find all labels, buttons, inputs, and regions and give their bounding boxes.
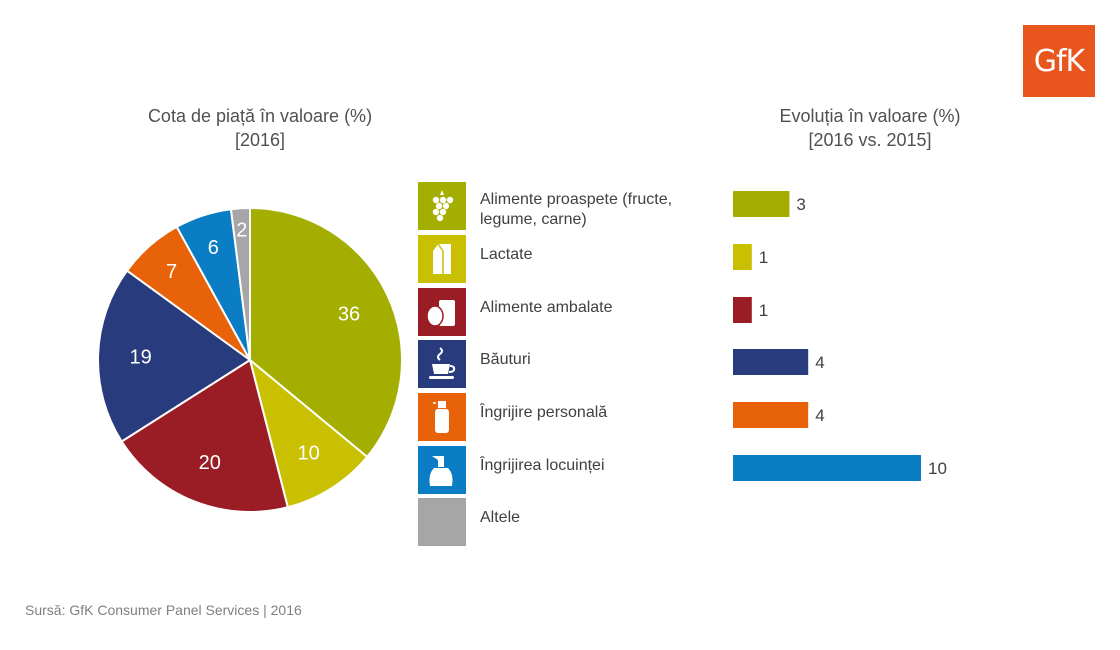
- bar-title-line2: [2016 vs. 2015]: [808, 130, 932, 150]
- bar-chart-title: Evoluția în valoare (%) [2016 vs. 2015]: [720, 104, 1020, 152]
- cleaning-bottle-icon: [418, 446, 466, 494]
- pie-chart-title: Cota de piață în valoare (%) [2016]: [110, 104, 410, 152]
- legend-item-personal-care: Îngrijire personală: [418, 393, 718, 441]
- bar: [733, 244, 752, 270]
- bar: [733, 349, 809, 375]
- legend-label: Îngrijire personală: [480, 404, 608, 421]
- pie-slice: [249, 206, 403, 459]
- pie-data-label: 6: [208, 237, 219, 259]
- pie-data-label: 10: [298, 442, 320, 464]
- bar-data-label: 1: [759, 301, 768, 320]
- pie-slice: [229, 206, 251, 361]
- pie-slice: [120, 358, 290, 513]
- gfk-logo: GfK: [1023, 25, 1095, 97]
- bar: [733, 297, 752, 323]
- legend-item-dairy: Lactate: [418, 235, 718, 283]
- other-swatch: [418, 498, 466, 546]
- legend-label: Băuturi: [480, 351, 531, 368]
- cup-icon: [418, 340, 466, 388]
- pie-data-label: 7: [166, 261, 177, 283]
- legend-item-beverages: Băuturi: [418, 340, 718, 388]
- legend-item-packaged-food: Alimente ambalate: [418, 288, 718, 336]
- pie-title-line1: Cota de piață în valoare (%): [147, 106, 373, 126]
- packaged-food-icon: [418, 288, 466, 336]
- bar-data-label: 1: [759, 248, 768, 267]
- bar: [733, 455, 921, 481]
- bar-data-label: 4: [815, 406, 824, 425]
- bar-data-label: 10: [928, 459, 947, 478]
- legend-label: Îngrijirea locuinței: [480, 457, 605, 474]
- legend-item-other: Altele: [418, 498, 718, 546]
- legend-label: Lactate: [480, 246, 533, 263]
- legend-item-home-care: Îngrijirea locuinței: [418, 446, 718, 494]
- pie-data-label: 36: [338, 303, 360, 325]
- pie-data-label: 19: [129, 347, 151, 369]
- spray-bottle-icon: [418, 393, 466, 441]
- pie-title-line2: [2016]: [234, 130, 286, 150]
- legend-item-fresh-food: Alimente proaspete (fructe, legume, carn…: [418, 182, 718, 230]
- pie-data-label: 20: [199, 452, 221, 474]
- bar-chart: 3 1 1 4 4 10: [733, 191, 947, 481]
- logo-text: GfK: [1033, 43, 1085, 79]
- bar: [733, 402, 809, 428]
- pie-chart: 36 10 20 19 7 62: [97, 206, 403, 513]
- milk-carton-icon: [418, 235, 466, 283]
- legend-label: Alimente ambalate: [480, 299, 613, 316]
- source-note: Sursă: GfK Consumer Panel Services | 201…: [25, 602, 302, 618]
- pie-slice: [97, 269, 252, 443]
- grapes-icon: [418, 182, 466, 230]
- bar-title-line1: Evoluția în valoare (%): [779, 106, 961, 126]
- bar-data-label: 4: [815, 353, 824, 372]
- legend-label: Alimente proaspete (fructe, legume, carn…: [480, 191, 673, 228]
- pie-data-label: 2: [236, 220, 247, 242]
- bar-data-label: 3: [796, 195, 805, 214]
- bar: [733, 191, 790, 217]
- legend-label: Altele: [480, 509, 521, 526]
